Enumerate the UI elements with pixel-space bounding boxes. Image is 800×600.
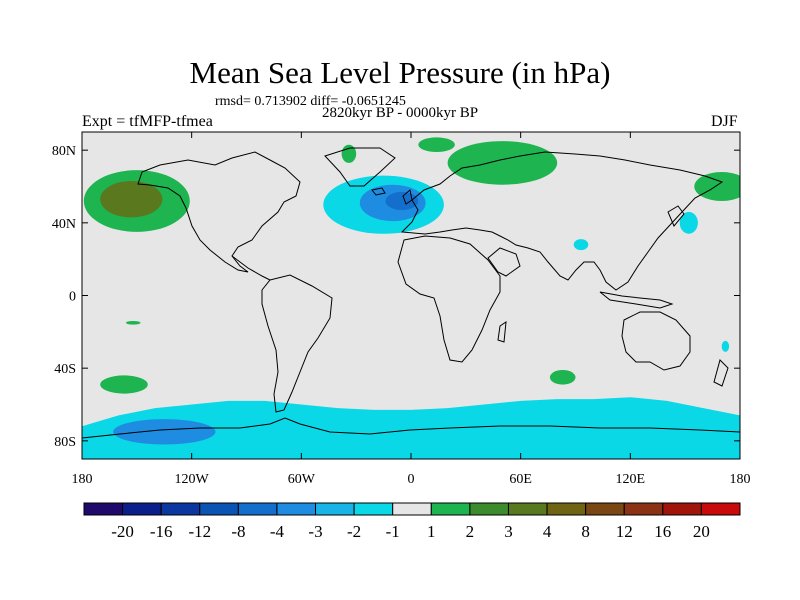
colorbar-label: 16 <box>654 522 671 541</box>
lat-tick-label: 40S <box>54 362 76 377</box>
colorbar-label: -3 <box>308 522 322 541</box>
experiment-label: Expt = tfMFP-tfmea <box>82 113 213 130</box>
anomaly-regions <box>82 137 740 459</box>
lon-tick-label: 180 <box>730 472 751 487</box>
colorbar-box <box>353 502 394 516</box>
lat-tick-label: 80N <box>52 144 76 159</box>
stats-line: rmsd= 0.713902 diff= -0.0651245 <box>215 94 406 109</box>
colorbar-box <box>662 502 702 516</box>
coastline-north-america <box>137 151 301 273</box>
colorbar-box <box>160 502 201 516</box>
page-title: Mean Sea Level Pressure (in hPa) <box>189 55 611 90</box>
colorbar <box>83 502 741 516</box>
anomaly-region-china-low <box>573 239 589 251</box>
anomaly-region-pacific-small-high <box>125 321 141 325</box>
colorbar-box <box>315 502 355 516</box>
colorbar-box <box>546 502 587 516</box>
anomaly-region-north-atlantic-low-core <box>385 191 419 211</box>
anomaly-region-siberia-high <box>447 141 558 185</box>
anomaly-region-greenland-sea-high <box>418 137 455 152</box>
colorbar-label: 20 <box>693 522 710 541</box>
lon-tick-label: 180 <box>72 472 93 487</box>
coastline-greenland <box>324 147 396 187</box>
anomaly-region-north-pacific-high-core <box>100 181 163 218</box>
colorbar-label: 4 <box>543 522 552 541</box>
colorbar-labels: -20 -16 -12 -8 -4 -3 -2 -1 1 2 3 4 8 12 16 20 <box>111 522 710 541</box>
colorbar-label: -2 <box>347 522 361 541</box>
colorbar-label: 3 <box>504 522 513 541</box>
lat-tick-label: 40N <box>52 217 76 232</box>
lon-tick-label: 120E <box>616 472 646 487</box>
colorbar-label: 12 <box>616 522 633 541</box>
colorbar-box <box>585 502 625 516</box>
coastline-british-isles <box>402 189 413 205</box>
lon-tick-label: 0 <box>408 472 415 487</box>
coastlines <box>82 147 740 439</box>
coastline-arabia <box>487 247 521 277</box>
coastline-japan <box>667 205 685 227</box>
coastline-eurasia <box>400 151 724 291</box>
colorbar-box <box>122 502 162 516</box>
coastline-south-america <box>261 274 333 413</box>
colorbar-label: -1 <box>386 522 400 541</box>
lon-tick-label: 120W <box>175 472 210 487</box>
colorbar-box <box>83 502 124 516</box>
colorbar-box <box>276 502 317 516</box>
coastline-indonesia <box>599 291 674 309</box>
coastline-central-america <box>231 255 271 281</box>
colorbar-label: -16 <box>150 522 173 541</box>
anomaly-region-australia-east-low <box>721 340 730 352</box>
lon-tick-label: 60W <box>288 472 316 487</box>
lat-tick-label: 0 <box>69 290 76 305</box>
colorbar-label: -12 <box>188 522 211 541</box>
axis-ticks <box>81 132 741 459</box>
lat-tick-labels: 80N 40N 0 40S 80S <box>52 144 76 450</box>
anomaly-region-south-pacific-high <box>100 375 148 394</box>
colorbar-label: 1 <box>427 522 436 541</box>
colorbar-label: 8 <box>581 522 590 541</box>
colorbar-box <box>623 502 664 516</box>
season-label: DJF <box>711 113 738 130</box>
colorbar-box <box>469 502 509 516</box>
anomaly-region-japan-low <box>679 211 698 234</box>
colorbar-label: -8 <box>231 522 245 541</box>
lat-tick-label: 80S <box>54 435 76 450</box>
colorbar-box <box>237 502 278 516</box>
colorbar-box <box>507 502 548 516</box>
coastline-antarctica <box>82 417 740 439</box>
colorbar-label: -20 <box>111 522 134 541</box>
anomaly-region-south-indian-high <box>549 370 576 385</box>
coastline-new-zealand <box>713 359 729 387</box>
colorbar-box <box>430 502 471 516</box>
anomaly-region-arctic-canada-high <box>341 144 357 163</box>
coastline-madagascar <box>497 320 507 343</box>
colorbar-box <box>392 502 432 516</box>
coastline-iceland <box>371 187 386 196</box>
anomaly-region-south-pacific-low-core <box>113 419 216 445</box>
colorbar-label: -4 <box>270 522 285 541</box>
colorbar-box <box>700 502 741 516</box>
colorbar-box <box>199 502 239 516</box>
coastline-africa <box>397 235 501 363</box>
southern-ocean-band <box>82 397 740 459</box>
lon-tick-labels: 180 120W 60W 0 60E 120E 180 <box>72 472 751 487</box>
colorbar-label: 2 <box>466 522 475 541</box>
period-line: 2820kyr BP - 0000kyr BP <box>322 105 479 121</box>
lon-tick-label: 60E <box>509 472 532 487</box>
coastline-australia <box>621 311 691 371</box>
anomaly-region-kamchatka-high <box>694 172 740 201</box>
